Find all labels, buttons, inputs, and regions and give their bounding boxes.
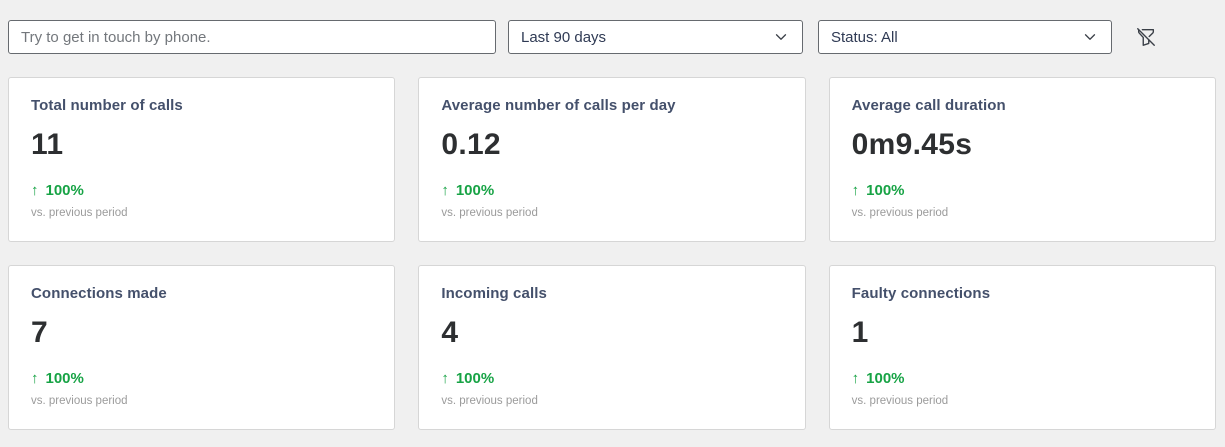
trend-percent: 100% [455, 182, 495, 199]
card-title: Total number of calls [31, 97, 183, 114]
trend-indicator: ↑ 100% [852, 182, 1193, 199]
trend-percent: 100% [866, 370, 905, 387]
trend-indicator: ↑ 100% [441, 370, 782, 387]
compare-label: vs. previous period [441, 207, 538, 219]
trend-indicator: ↑ 100% [31, 182, 372, 199]
filter-off-icon [1137, 28, 1155, 46]
trend-percent: 100% [45, 182, 84, 199]
stats-grid: Total number of calls 11 ↑ 100% vs. prev… [8, 77, 1216, 430]
arrow-up-icon: ↑ [441, 182, 449, 199]
card-value: 0m9.45s [851, 128, 973, 161]
trend-percent: 100% [455, 370, 495, 387]
card-title: Connections made [31, 285, 167, 302]
chevron-down-icon [1084, 34, 1096, 40]
stat-card-total-calls: Total number of calls 11 ↑ 100% vs. prev… [8, 77, 396, 242]
filter-bar: Last 90 days Status: All [8, 20, 1216, 54]
trend-indicator: ↑ 100% [31, 370, 372, 387]
trend-indicator: ↑ 100% [852, 370, 1193, 387]
arrow-up-icon: ↑ [31, 182, 39, 199]
stat-card-avg-call-duration: Average call duration 0m9.45s ↑ 100% vs.… [828, 77, 1216, 242]
arrow-up-icon: ↑ [31, 370, 39, 387]
status-value: Status: All [831, 28, 898, 46]
date-range-value: Last 90 days [521, 28, 607, 46]
compare-label: vs. previous period [31, 395, 128, 407]
search-input[interactable] [8, 20, 496, 54]
arrow-up-icon: ↑ [441, 370, 449, 387]
stat-card-incoming-calls: Incoming calls 4 ↑ 100% vs. previous per… [418, 265, 806, 430]
compare-label: vs. previous period [31, 207, 128, 219]
compare-label: vs. previous period [851, 207, 949, 219]
compare-label: vs. previous period [441, 395, 538, 407]
trend-percent: 100% [45, 370, 84, 387]
compare-label: vs. previous period [851, 395, 949, 407]
card-title: Incoming calls [441, 285, 547, 302]
arrow-up-icon: ↑ [851, 182, 860, 199]
card-title: Average number of calls per day [441, 97, 676, 114]
card-value: 11 [31, 128, 64, 161]
trend-indicator: ↑ 100% [441, 182, 782, 199]
stat-card-avg-calls-per-day: Average number of calls per day 0.12 ↑ 1… [418, 77, 806, 242]
chevron-down-icon [775, 34, 787, 40]
stat-card-connections-made: Connections made 7 ↑ 100% vs. previous p… [8, 265, 396, 430]
arrow-up-icon: ↑ [851, 370, 860, 387]
card-title: Faulty connections [851, 285, 991, 302]
clear-filters-button[interactable] [1132, 23, 1160, 51]
card-value: 4 [441, 316, 459, 349]
card-title: Average call duration [851, 97, 1006, 114]
card-value: 1 [851, 316, 869, 349]
card-value: 7 [31, 316, 48, 349]
stat-card-faulty-connections: Faulty connections 1 ↑ 100% vs. previous… [828, 265, 1216, 430]
status-dropdown[interactable]: Status: All [818, 20, 1112, 54]
trend-percent: 100% [866, 182, 905, 199]
card-value: 0.12 [441, 128, 501, 161]
date-range-dropdown[interactable]: Last 90 days [508, 20, 803, 54]
